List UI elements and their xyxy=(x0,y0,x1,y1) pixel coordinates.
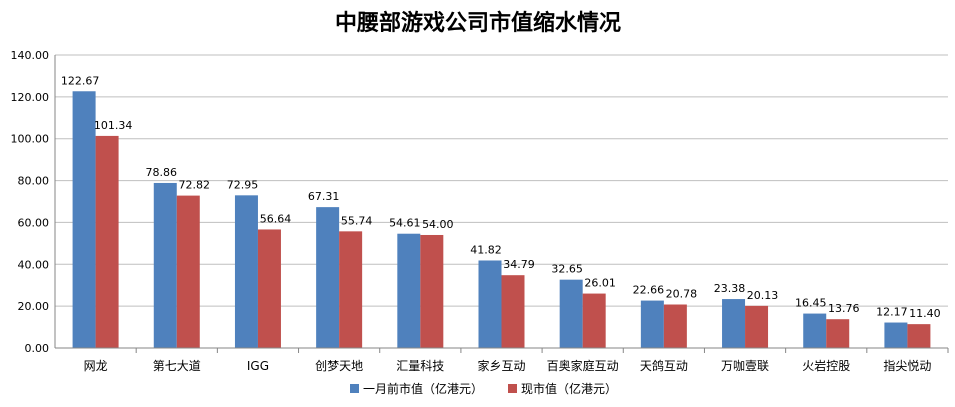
y-tick-label: 60.00 xyxy=(18,216,50,229)
y-tick-label: 20.00 xyxy=(18,300,50,313)
x-tick-label: 网龙 xyxy=(84,359,108,373)
data-label: 55.74 xyxy=(341,214,373,227)
bar-series-2 xyxy=(176,195,200,348)
bar-series-2 xyxy=(582,293,606,348)
legend-item: 现市值（亿港元） xyxy=(508,381,617,396)
bar-series-2 xyxy=(501,275,525,348)
data-label: 13.76 xyxy=(828,302,860,315)
data-label: 72.95 xyxy=(227,178,259,191)
x-tick-label: 第七大道 xyxy=(153,359,201,373)
legend-swatch xyxy=(508,384,517,393)
y-axis: 0.00 20.00 40.00 60.00 80.00 100.00 120.00 140.… xyxy=(11,49,56,355)
bar-series-1 xyxy=(884,322,908,348)
bar-series-1 xyxy=(640,300,664,348)
bar-series-1 xyxy=(316,207,340,348)
bar-series-2 xyxy=(663,304,687,348)
x-tick-label: 家乡互动 xyxy=(477,358,525,373)
legend: 一月前市值（亿港元） 现市值（亿港元） xyxy=(350,381,617,396)
legend-label: 现市值（亿港元） xyxy=(521,381,617,396)
y-tick-label: 140.00 xyxy=(11,49,50,62)
x-tick-label: 指尖悦动 xyxy=(883,358,931,373)
y-tick-label: 0.00 xyxy=(25,342,50,355)
bar-series-1 xyxy=(478,260,502,348)
data-label: 67.31 xyxy=(308,190,340,203)
bar-series-2 xyxy=(420,234,444,348)
data-label: 122.67 xyxy=(61,74,100,87)
bar-series-1 xyxy=(722,299,746,348)
bar-series-2 xyxy=(257,229,281,348)
bar-series-1 xyxy=(72,91,96,348)
data-label: 20.78 xyxy=(666,288,698,301)
data-label: 23.38 xyxy=(714,282,746,295)
bar-series-1 xyxy=(153,182,177,348)
y-tick-label: 120.00 xyxy=(11,91,50,104)
data-label: 41.82 xyxy=(470,243,502,256)
data-label: 72.82 xyxy=(179,179,211,192)
legend-label: 一月前市值（亿港元） xyxy=(363,381,483,396)
bar-series-2 xyxy=(745,305,769,348)
data-label: 26.01 xyxy=(584,277,616,290)
bar-series-2 xyxy=(907,324,931,348)
data-label: 11.40 xyxy=(909,307,941,320)
data-label: 22.66 xyxy=(633,284,665,297)
x-tick-label: 百奥家庭互动 xyxy=(547,358,619,373)
legend-item: 一月前市值（亿港元） xyxy=(350,381,483,396)
x-axis: 网龙 第七大道 IGG 创梦天地 汇量科技 家乡互动 百奥家庭互动 天鸽互动 万咖壹联 火岩控股 指… xyxy=(55,347,949,373)
x-tick-label: 汇量科技 xyxy=(396,359,444,373)
bar-series-1 xyxy=(397,233,421,348)
y-tick-label: 100.00 xyxy=(11,133,50,146)
y-tick-label: 80.00 xyxy=(18,175,50,188)
x-tick-label: 创梦天地 xyxy=(315,359,363,373)
data-label: 32.65 xyxy=(551,263,583,276)
chart-title: 中腰部游戏公司市值缩水情况 xyxy=(335,10,621,36)
bars xyxy=(72,91,931,348)
data-label: 20.13 xyxy=(747,289,779,302)
gridlines xyxy=(55,54,948,307)
data-label: 12.17 xyxy=(876,306,908,319)
data-label: 16.45 xyxy=(795,297,827,310)
bar-series-1 xyxy=(803,313,827,348)
x-tick-label: IGG xyxy=(247,359,269,373)
bar-series-1 xyxy=(234,195,258,348)
bar-series-1 xyxy=(559,279,583,348)
y-tick-label: 40.00 xyxy=(18,258,50,271)
bar-series-2 xyxy=(95,135,119,348)
data-label: 54.61 xyxy=(389,217,421,230)
data-label: 56.64 xyxy=(260,212,292,225)
x-tick-label: 火岩控股 xyxy=(802,358,850,373)
data-label: 101.34 xyxy=(94,119,133,132)
bar-series-2 xyxy=(339,231,363,348)
x-tick-label: 万咖壹联 xyxy=(721,358,769,373)
data-label: 34.79 xyxy=(503,258,535,271)
legend-swatch xyxy=(350,384,359,393)
x-tick-label: 天鸽互动 xyxy=(640,358,688,373)
data-label: 54.00 xyxy=(422,218,454,231)
bar-series-2 xyxy=(826,319,850,348)
data-label: 78.86 xyxy=(146,166,178,179)
